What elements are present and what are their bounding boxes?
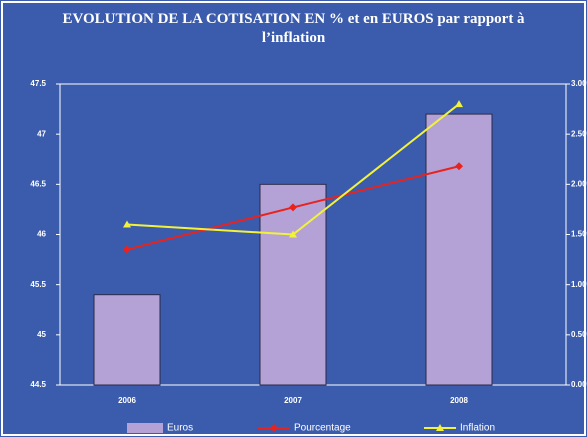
x-tick-label: 2007 — [284, 396, 302, 405]
legend-label: Pourcentage — [294, 423, 351, 434]
y-tick-label: 46.5 — [30, 179, 46, 188]
bar — [93, 294, 161, 386]
legend-label: Inflation — [460, 423, 495, 434]
y2-tick-label: 3.00% — [571, 79, 587, 88]
chart-title: EVOLUTION DE LA COTISATION EN % et en EU… — [62, 11, 525, 46]
x-tick-label: 2006 — [118, 396, 136, 405]
y-tick-label: 47 — [37, 129, 46, 138]
marker — [455, 100, 463, 108]
y2-tick-label: 2.00% — [571, 179, 587, 188]
y2-tick-label: 1.00% — [571, 280, 587, 289]
x-tick-label: 2008 — [450, 396, 468, 405]
y-tick-label: 46 — [37, 230, 46, 239]
bar — [425, 113, 493, 386]
y-tick-label: 45 — [37, 330, 46, 339]
bar — [259, 183, 327, 386]
y2-tick-label: 0.00% — [571, 380, 587, 389]
legend-marker — [436, 424, 444, 431]
legend-marker — [270, 424, 278, 432]
marker — [123, 245, 131, 254]
y2-tick-label: 2.50% — [571, 129, 587, 138]
legend-swatch — [127, 423, 163, 433]
marker — [455, 162, 463, 171]
y-tick-label: 44.5 — [30, 380, 46, 389]
y2-tick-label: 1.50% — [571, 230, 587, 239]
marker — [289, 230, 297, 238]
legend-label: Euros — [167, 423, 193, 434]
y-tick-label: 47.5 — [30, 79, 46, 88]
marker — [123, 220, 131, 228]
marker — [289, 203, 297, 212]
y2-tick-label: 0.50% — [571, 330, 587, 339]
y-tick-label: 45.5 — [30, 280, 46, 289]
